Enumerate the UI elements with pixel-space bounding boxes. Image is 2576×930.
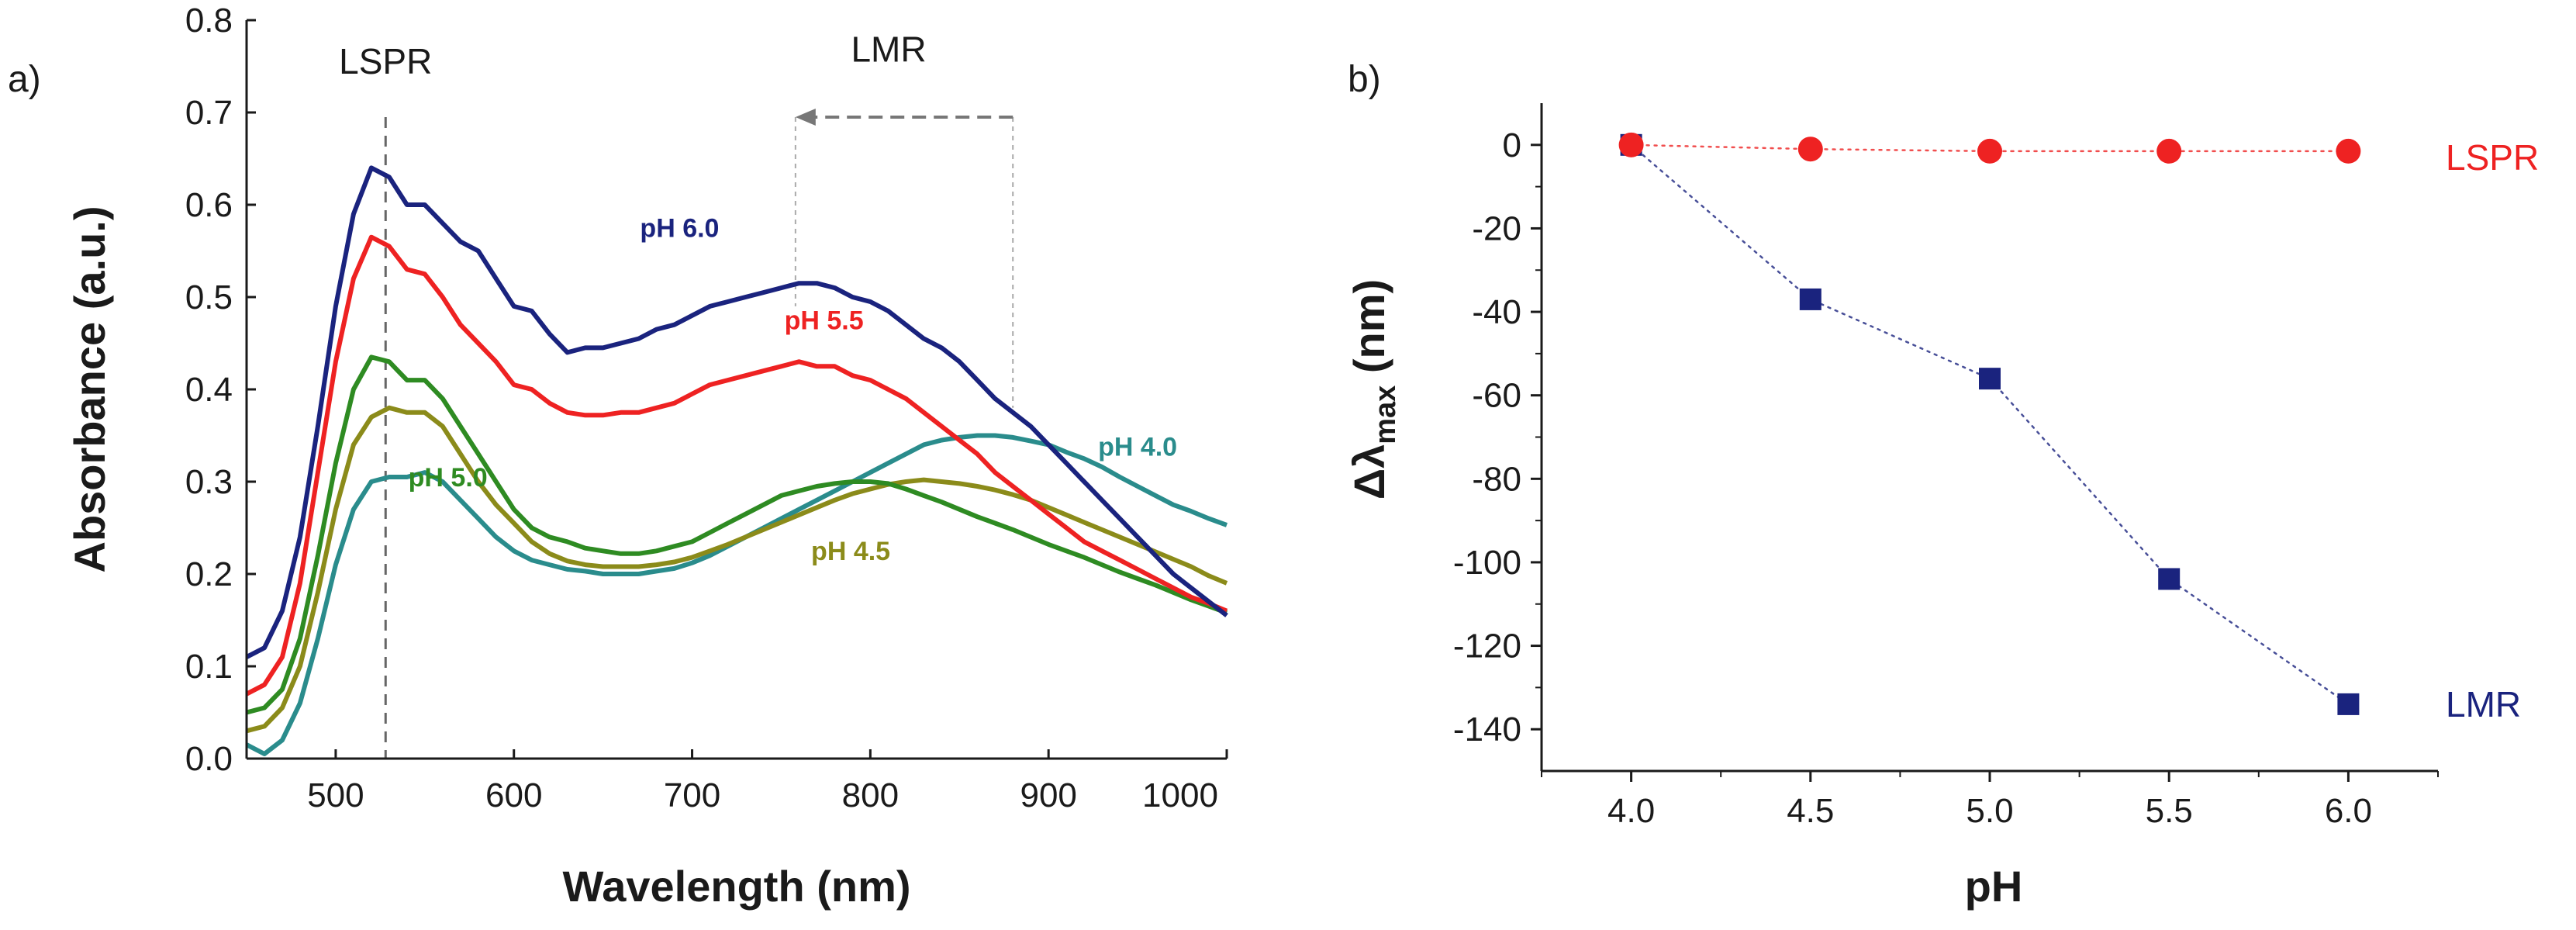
y-tick-label-b: -120 xyxy=(1453,627,1521,666)
y-tick-label-b: -80 xyxy=(1472,460,1521,498)
x-tick-label-b: 5.0 xyxy=(1966,792,2013,830)
series-line-ph-5-5 xyxy=(245,234,1228,697)
y-tick-label-b: -40 xyxy=(1472,293,1521,331)
data-point-lspr xyxy=(1797,137,1823,162)
x-tick-label: 1000 xyxy=(1142,776,1218,814)
x-axis-title-b: pH xyxy=(1965,862,2023,911)
y-tick-label-b: -20 xyxy=(1472,209,1521,247)
series-line-ph-5-0 xyxy=(246,354,1228,715)
x-tick-label-b: 6.0 xyxy=(2325,792,2372,830)
series-label-lmr: LMR xyxy=(2446,684,2521,724)
data-point-lmr xyxy=(2158,568,2181,590)
data-point-lmr xyxy=(1799,288,1822,310)
y-axis-title: Absorbance (a.u.) xyxy=(65,206,114,573)
x-tick-label: 600 xyxy=(485,776,542,814)
y-tick-label: 0.0 xyxy=(185,740,233,778)
data-point-lmr xyxy=(1979,368,2001,390)
series-label-ph-5-5: pH 5.5 xyxy=(785,306,864,336)
y-tick-label: 0.6 xyxy=(185,186,233,224)
series-label-ph-6-0: pH 6.0 xyxy=(640,214,719,244)
panel-b-label: b) xyxy=(1348,59,1381,100)
series-line-ph-6-0 xyxy=(245,165,1228,659)
series-line-ph-4-0 xyxy=(245,433,1228,756)
series-label-ph-4-5: pH 4.5 xyxy=(811,537,890,566)
absorbance-chart: a) 0.0 0.1 0.2 0.3 0.4 0.5 0.6 0.7 0.8 500 600 700 8… xyxy=(8,2,1228,911)
data-point-lmr xyxy=(2337,693,2360,715)
x-axis-title: Wavelength (nm) xyxy=(562,862,910,911)
data-point-lspr xyxy=(1618,132,1644,157)
y-tick-label-b: -140 xyxy=(1453,710,1521,748)
data-point-lspr xyxy=(1977,138,2002,164)
x-tick-label: 800 xyxy=(842,776,899,814)
series-label-ph-5-0: pH 5.0 xyxy=(409,463,488,493)
y-tick-label-b: -100 xyxy=(1453,544,1521,582)
y-tick-label-b: -60 xyxy=(1472,377,1521,415)
data-point-lspr xyxy=(2156,138,2182,164)
data-point-lspr xyxy=(2336,138,2361,164)
x-tick-label-b: 5.5 xyxy=(2146,792,2193,830)
x-tick-label-b: 4.5 xyxy=(1787,792,1834,830)
series-line-ph-4-5 xyxy=(246,405,1228,734)
x-tick-label: 900 xyxy=(1020,776,1076,814)
series-label-ph-4-0: pH 4.0 xyxy=(1098,433,1177,462)
y-tick-label: 0.7 xyxy=(185,94,233,132)
y-axis-title-b: Δλmax (nm) xyxy=(1345,279,1402,500)
y-tick-label: 0.4 xyxy=(185,371,233,409)
shift-vs-ph-chart: b) 0 -20 -40 -60 -80 -100 -120 -140 4.0 4.5 5.0 5.5… xyxy=(1345,59,2539,911)
lmr-arrowhead xyxy=(795,108,816,126)
series-label-lspr: LSPR xyxy=(2446,137,2539,178)
y-tick-label: 0.5 xyxy=(185,278,233,316)
lspr-annotation: LSPR xyxy=(339,41,432,81)
lmr-annotation: LMR xyxy=(851,29,926,70)
x-tick-label: 500 xyxy=(307,776,364,814)
x-tick-label: 700 xyxy=(664,776,720,814)
panel-a-label: a) xyxy=(8,59,41,100)
y-tick-label: 0.1 xyxy=(185,648,233,686)
y-tick-label-b: 0 xyxy=(1503,126,1521,164)
y-tick-label: 0.8 xyxy=(185,2,233,40)
y-tick-label: 0.3 xyxy=(185,463,233,501)
y-tick-label: 0.2 xyxy=(185,555,233,593)
series-connector-lmr xyxy=(1630,143,2350,706)
x-tick-label-b: 4.0 xyxy=(1607,792,1655,830)
